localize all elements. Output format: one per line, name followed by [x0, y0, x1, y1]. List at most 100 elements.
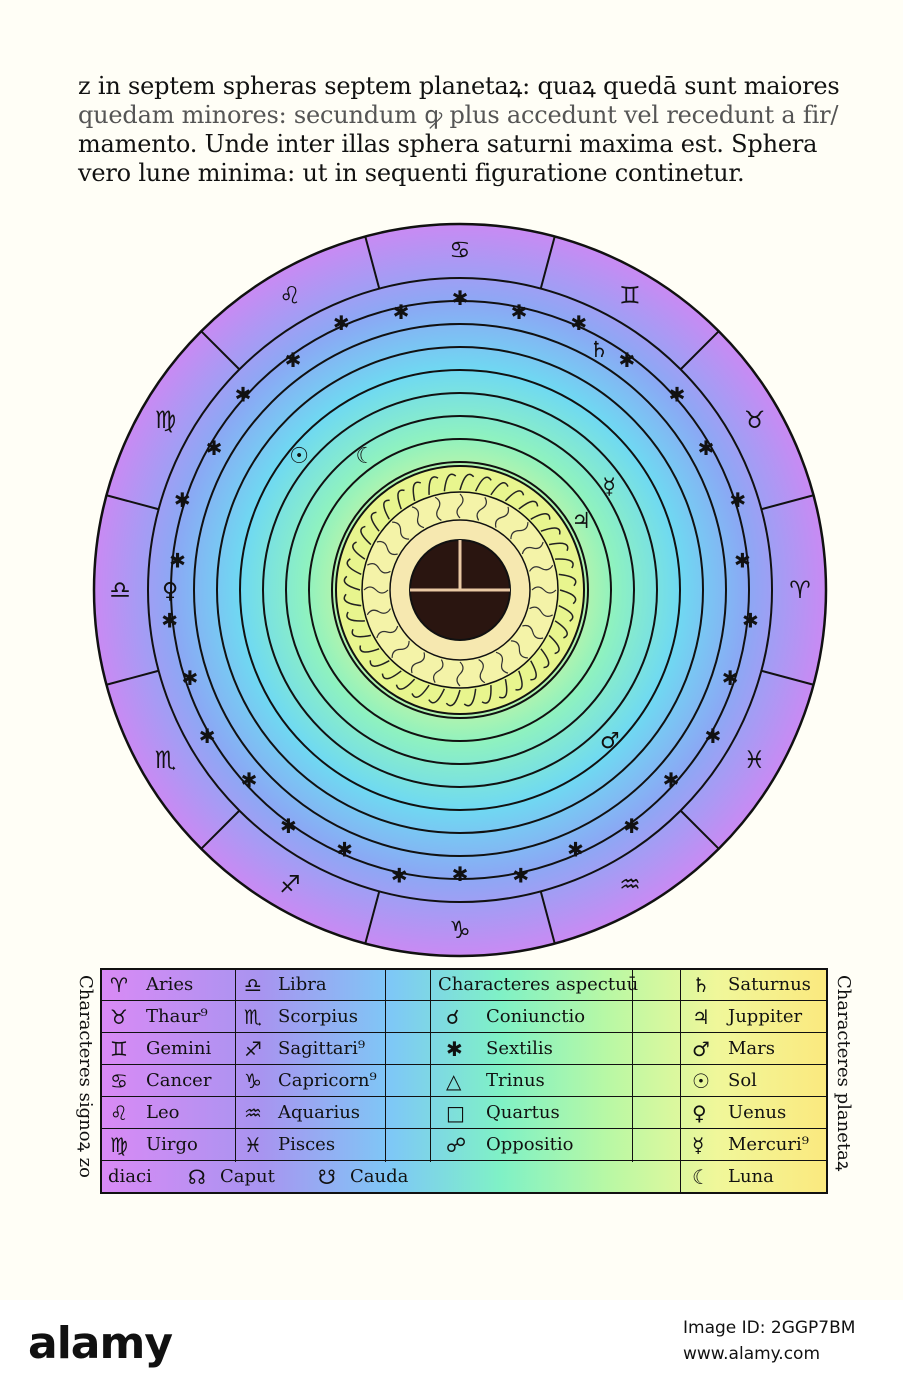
- sign-name: Uirgo: [146, 1134, 198, 1155]
- planet-symbol: ☾: [692, 1165, 710, 1189]
- cauda-symbol: ☋: [318, 1165, 336, 1189]
- star-mark: ✱: [182, 666, 199, 690]
- cloud-stroke: [363, 586, 389, 594]
- cloud-stroke: [434, 496, 442, 521]
- star-mark: ✱: [199, 724, 216, 748]
- sign-name: Capricorn⁹: [278, 1070, 377, 1091]
- star-mark: ✱: [734, 548, 751, 572]
- star-mark: ✱: [742, 609, 759, 633]
- sign-name: Pisces: [278, 1134, 336, 1155]
- zodiac-symbol: ♈: [789, 576, 811, 604]
- flame-stroke: [463, 688, 477, 707]
- caput-name: Caput: [220, 1166, 275, 1187]
- star-mark: ✱: [174, 488, 191, 512]
- cauda-name: Cauda: [350, 1166, 409, 1187]
- legend-divider: [385, 970, 386, 1162]
- flame-stroke: [498, 678, 508, 699]
- cloud-stroke: [433, 659, 444, 684]
- sign-symbol: ♓: [244, 1133, 262, 1157]
- cloud-stroke: [478, 659, 486, 684]
- planet-name: Juppiter: [728, 1006, 803, 1027]
- sign-name: Libra: [278, 974, 327, 995]
- legend-left-side-label: Characteres signoꝝ zo: [75, 975, 96, 1179]
- sign-name: Aquarius: [278, 1102, 361, 1123]
- cloud-stroke: [366, 563, 391, 574]
- text-line-2: quedam minores: secundum ꝙ plus accedunt…: [78, 101, 839, 129]
- flame-stroke: [554, 620, 568, 639]
- sphere-ring: [170, 300, 750, 880]
- flame-stroke: [459, 473, 475, 491]
- star-mark: ✱: [704, 724, 721, 748]
- legend-row: ♉ Thaur⁹ ♏ Scorpius ☌ Coniunctio ♃ Juppiter: [102, 1002, 826, 1033]
- sign-symbol: ♎: [244, 973, 262, 997]
- legend-divider: [632, 970, 633, 1162]
- legend-row: ♌ Leo ♒ Aquarius □ Quartus ♀ Uenus: [102, 1098, 826, 1129]
- zodiac-divider: [539, 891, 556, 944]
- planet-marker: ♂: [600, 729, 620, 754]
- sphere-ring: [285, 415, 635, 765]
- zodiac-divider: [761, 494, 814, 511]
- legend-zodiac-continuation: diaci: [108, 1166, 152, 1187]
- fixed-stars: ✱ ✱ ✱ ✱ ✱ ✱ ✱ ✱ ✱ ✱ ✱ ✱ ✱ ✱ ✱ ✱ ✱ ✱ ✱ ✱ ✱ ✱ ✱ ✱ ✱ ✱ ✱ ✱ ✱ ✱: [161, 286, 759, 888]
- planet-markers: ♄ ♃ ♂ ☉ ♀ ☿ ☾: [162, 338, 620, 754]
- flame-stroke: [443, 473, 457, 492]
- cloud-stroke: [531, 586, 557, 594]
- star-mark: ✱: [161, 609, 178, 633]
- flame-stroke: [360, 525, 372, 546]
- cloud-stroke: [411, 506, 425, 529]
- caput-symbol: ☊: [188, 1165, 206, 1189]
- legend-row: ♍ Uirgo ♓ Pisces ☍ Oppositio ☿ Mercuri⁹: [102, 1130, 826, 1161]
- star-mark: ✱: [452, 862, 469, 886]
- cloud-stroke: [476, 496, 487, 521]
- zodiac-divider: [364, 891, 381, 944]
- sign-name: Thaur⁹: [146, 1006, 208, 1027]
- planet-name: Uenus: [728, 1102, 787, 1123]
- flame-stroke: [411, 684, 430, 698]
- planet-marker: ☿: [602, 475, 616, 500]
- cloud-stroke: [410, 652, 426, 674]
- planet-marker: ☉: [289, 444, 309, 469]
- sign-symbol: ♈: [110, 973, 128, 997]
- flame-stroke: [540, 648, 550, 669]
- flame-stroke: [346, 558, 362, 576]
- legend-divider: [430, 970, 431, 1162]
- book-page: z in septem spheras septem planetaꝝ: qua…: [75, 72, 854, 1194]
- star-mark: ✱: [570, 311, 587, 335]
- cloud-stroke: [494, 506, 510, 528]
- aspect-name: Sextilis: [486, 1038, 553, 1059]
- planet-name: Mercuri⁹: [728, 1134, 809, 1155]
- cloud-stroke: [392, 521, 410, 540]
- cloud-stroke: [366, 608, 391, 616]
- legend-right-side-label: Characteres planetaꝝ: [833, 975, 854, 1172]
- planet-marker: ♄: [589, 338, 609, 363]
- zodiac-divider: [200, 330, 241, 371]
- zodiac-divider: [539, 236, 556, 289]
- star-mark: ✱: [333, 311, 350, 335]
- sign-symbol: ♉: [110, 1005, 128, 1029]
- sphere-ring: [216, 346, 704, 834]
- legend-divider: [235, 970, 236, 1162]
- flame-stroke: [428, 688, 446, 704]
- aspect-name: Quartus: [486, 1102, 560, 1123]
- sphere-ring: [308, 438, 612, 742]
- sign-symbol: ♐: [244, 1037, 262, 1061]
- sign-symbol: ♒: [244, 1101, 262, 1125]
- legend-row: ♋ Cancer ♑ Capricorn⁹ △ Trinus ☉ Sol: [102, 1066, 826, 1097]
- characters-legend-table: ♈ Aries ♎ Libra Characteres aspectuū ♄ Saturnu…: [100, 968, 828, 1194]
- sphere-ring: [331, 461, 589, 719]
- legend-row: ♈ Aries ♎ Libra Characteres aspectuū ♄ Saturnu…: [102, 970, 826, 1001]
- flame-stroke: [381, 670, 402, 680]
- star-mark: ✱: [663, 768, 680, 792]
- star-mark: ✱: [235, 383, 252, 407]
- stock-logo: alamy: [28, 1318, 173, 1369]
- latin-text-block: z in septem spheras septem planetaꝝ: qua…: [78, 72, 840, 188]
- stock-image-id: Image ID: 2GGP7BM: [683, 1318, 856, 1338]
- stock-footer: [0, 1300, 903, 1390]
- planet-symbol: ☉: [692, 1069, 710, 1093]
- cloud-stroke: [456, 493, 464, 519]
- planet-marker: ☾: [355, 444, 375, 469]
- flame-stroke: [518, 500, 539, 510]
- flame-stroke: [530, 660, 537, 681]
- aspect-symbol: ☍: [446, 1133, 467, 1157]
- sign-symbol: ♊: [110, 1037, 128, 1061]
